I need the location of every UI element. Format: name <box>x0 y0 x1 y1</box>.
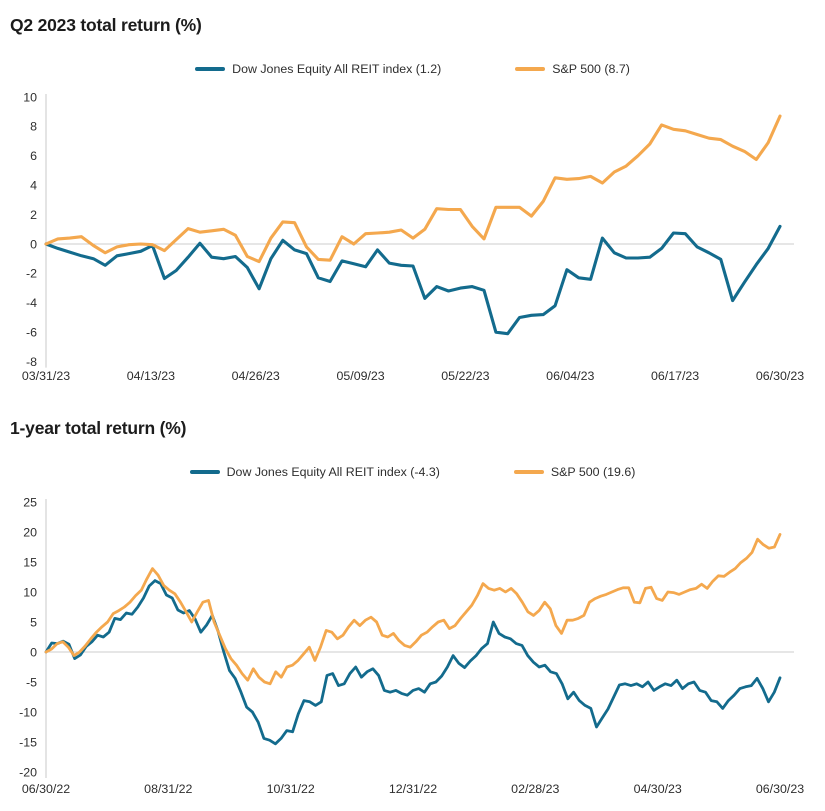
y-tick-label: 25 <box>23 495 37 509</box>
x-tick-label: 05/09/23 <box>336 369 384 383</box>
y-tick-label: -10 <box>19 705 37 719</box>
chart-section-q2: Q2 2023 total return (%) Dow Jones Equit… <box>0 14 825 387</box>
y-tick-label: 20 <box>23 525 37 539</box>
x-tick-label: 06/04/23 <box>546 369 594 383</box>
q2-total-return-line-chart: 10 8 6 4 2 0 -2 -4 -6 -803/31/23 04/13/23 04/26/23 0… <box>22 90 804 383</box>
chart-title-q2: Q2 2023 total return (%) <box>10 15 202 35</box>
y-tick-label: 5 <box>30 615 37 629</box>
one-year-total-return-line-chart: 25 20 15 10 5 0 -5 -10 -15 -20 06/30/22 08/31/22 10/… <box>19 495 804 796</box>
legend-1yr: Dow Jones Equity All REIT index (-4.3) S… <box>0 465 825 479</box>
x-tick-label: 02/28/23 <box>511 782 559 796</box>
y-tick-label: 10 <box>23 90 37 104</box>
y-tick-label: -20 <box>19 765 37 779</box>
y-tick-label: 10 <box>23 585 37 599</box>
sp500-series-line <box>44 114 782 264</box>
legend-swatch-reit-line <box>195 67 226 71</box>
x-tick-label: 05/22/23 <box>441 369 489 383</box>
y-tick-label: -4 <box>26 296 37 310</box>
reit-series-line <box>44 224 782 336</box>
chart-section-1yr: 1-year total return (%) Dow Jones Equity… <box>0 417 825 800</box>
x-tick-label: 06/30/23 <box>756 369 804 383</box>
legend-label-reit: Dow Jones Equity All REIT index (-4.3) <box>226 465 440 479</box>
legend-swatch-sp500-line <box>515 67 546 71</box>
y-tick-label: 6 <box>30 149 37 163</box>
x-tick-label: 06/30/22 <box>22 782 70 796</box>
x-tick-label: 10/31/22 <box>267 782 315 796</box>
legend-item-sp500: S&P 500 (19.6) <box>513 465 636 479</box>
legend-label-reit: Dow Jones Equity All REIT index (1.2) <box>232 62 442 76</box>
x-tick-label: 08/31/22 <box>144 782 192 796</box>
legend-label-sp500: S&P 500 (19.6) <box>550 465 636 479</box>
x-tick-label: 12/31/22 <box>389 782 437 796</box>
y-tick-label: 8 <box>30 120 37 134</box>
y-tick-label: 0 <box>30 237 37 251</box>
x-tick-label: 06/17/23 <box>651 369 699 383</box>
y-tick-label: -8 <box>26 355 37 369</box>
y-tick-label: 2 <box>30 208 37 222</box>
legend-swatch-reit-line <box>189 470 220 474</box>
legend-q2: Dow Jones Equity All REIT index (1.2) S&… <box>0 62 825 76</box>
x-tick-label: 04/30/23 <box>634 782 682 796</box>
y-tick-label: -6 <box>26 326 37 340</box>
y-tick-label: -5 <box>26 675 37 689</box>
y-tick-label: -2 <box>26 267 37 281</box>
sp500-series-line <box>44 533 782 686</box>
x-tick-label: 03/31/23 <box>22 369 70 383</box>
x-tick-label: 04/13/23 <box>127 369 175 383</box>
chart-title-1yr: 1-year total return (%) <box>10 418 187 438</box>
y-tick-label: 15 <box>23 555 37 569</box>
legend-item-reit: Dow Jones Equity All REIT index (1.2) <box>195 62 441 76</box>
x-tick-label: 06/30/23 <box>756 782 804 796</box>
y-tick-label: 0 <box>30 645 37 659</box>
legend-item-sp500: S&P 500 (8.7) <box>515 62 630 76</box>
reit-series-line <box>44 579 782 746</box>
y-tick-label: 4 <box>30 179 37 193</box>
legend-swatch-sp500-line <box>513 470 544 474</box>
legend-item-reit: Dow Jones Equity All REIT index (-4.3) <box>189 465 440 479</box>
legend-label-sp500: S&P 500 (8.7) <box>552 62 630 76</box>
x-tick-label: 04/26/23 <box>232 369 280 383</box>
y-tick-label: -15 <box>19 735 37 749</box>
